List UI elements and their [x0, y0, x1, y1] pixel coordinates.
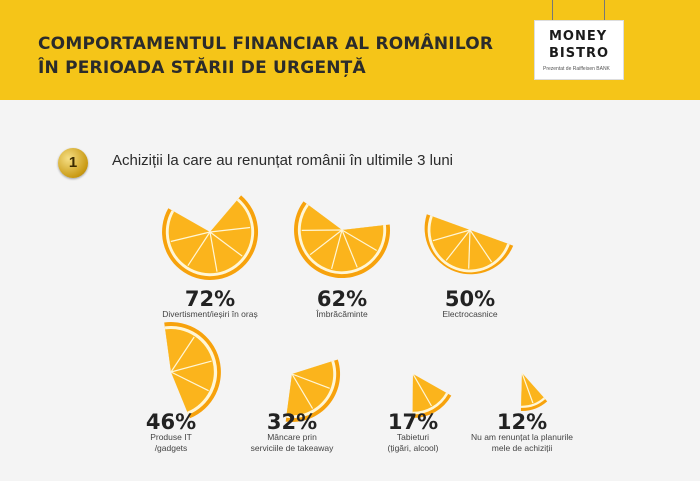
value-label-1: 72% — [184, 287, 236, 311]
segment-line — [341, 229, 358, 268]
category-label-7: Nu am renunțat la planurile mele de achi… — [470, 432, 574, 453]
slice-flesh — [168, 200, 252, 274]
segment-line — [341, 229, 378, 252]
segment-line — [432, 229, 471, 242]
title-line-1: COMPORTAMENTUL FINANCIAR AL ROMÂNILOR — [38, 34, 494, 54]
segment-line — [309, 229, 343, 256]
segment-line — [187, 231, 211, 267]
orange-slice-4 — [164, 322, 221, 419]
title-line-2: ÎN PERIOADA STĂRII DE URGENȚĂ — [38, 58, 366, 78]
value-label-6: 17% — [387, 410, 439, 434]
logo-tagline: Prezentat de Raiffeisen BANK — [543, 66, 610, 72]
slice-flesh — [165, 329, 214, 412]
page-title: COMPORTAMENTUL FINANCIAR AL ROMÂNILOR ÎN… — [38, 32, 493, 80]
slice-flesh — [286, 361, 334, 416]
segment-line — [291, 373, 314, 409]
segment-line — [209, 226, 251, 233]
segment-line — [291, 373, 330, 389]
slice-flesh — [521, 373, 544, 406]
slice-flesh — [300, 205, 384, 272]
section-title: Achiziții la care au renunțat românii în… — [112, 152, 453, 169]
segment-line — [209, 231, 218, 272]
number-coin-icon: 1 — [58, 148, 88, 178]
segment-line — [445, 229, 471, 261]
section-number: 1 — [68, 154, 78, 171]
logo-word-money: MONEY — [549, 29, 608, 44]
category-label-4: Produse IT /gadgets — [150, 432, 192, 453]
value-label-5: 32% — [266, 410, 318, 434]
segment-line — [412, 373, 433, 407]
value-label-3: 50% — [444, 287, 496, 311]
category-label-1: Divertisment/ieșiri în oraș — [162, 309, 258, 319]
logo-hanger — [604, 0, 605, 22]
slice-flesh — [412, 374, 446, 412]
orange-slice-7 — [520, 372, 548, 412]
segment-line — [170, 360, 212, 373]
logo-hanger — [552, 0, 553, 22]
category-label-3: Electrocasnice — [442, 309, 498, 319]
category-label-5: Mâncare prin serviciile de takeaway — [250, 432, 334, 453]
segment-line — [170, 336, 195, 373]
segment-line — [521, 372, 534, 404]
segment-line — [209, 231, 243, 257]
segment-line — [468, 229, 471, 269]
orange-slice-3 — [424, 214, 514, 275]
segment-line — [469, 229, 493, 263]
value-label-7: 12% — [496, 410, 548, 434]
logo-word-bistro: BISTRO — [549, 46, 610, 61]
orange-slice-1 — [162, 195, 259, 280]
value-label-2: 62% — [316, 287, 368, 311]
money-bistro-logo: MONEY BISTRO Prezentat de Raiffeisen BAN… — [534, 20, 624, 80]
category-label-6: Tabieturi (țigări, alcool) — [387, 432, 439, 453]
category-label-2: Îmbrăcăminte — [316, 309, 368, 319]
orange-slice-6 — [412, 373, 452, 419]
segment-line — [331, 229, 343, 270]
segment-line — [170, 371, 209, 392]
segment-line — [170, 231, 211, 243]
value-label-4: 46% — [145, 410, 197, 434]
orange-slice-2 — [294, 201, 391, 279]
orange-slice-5 — [285, 359, 341, 423]
